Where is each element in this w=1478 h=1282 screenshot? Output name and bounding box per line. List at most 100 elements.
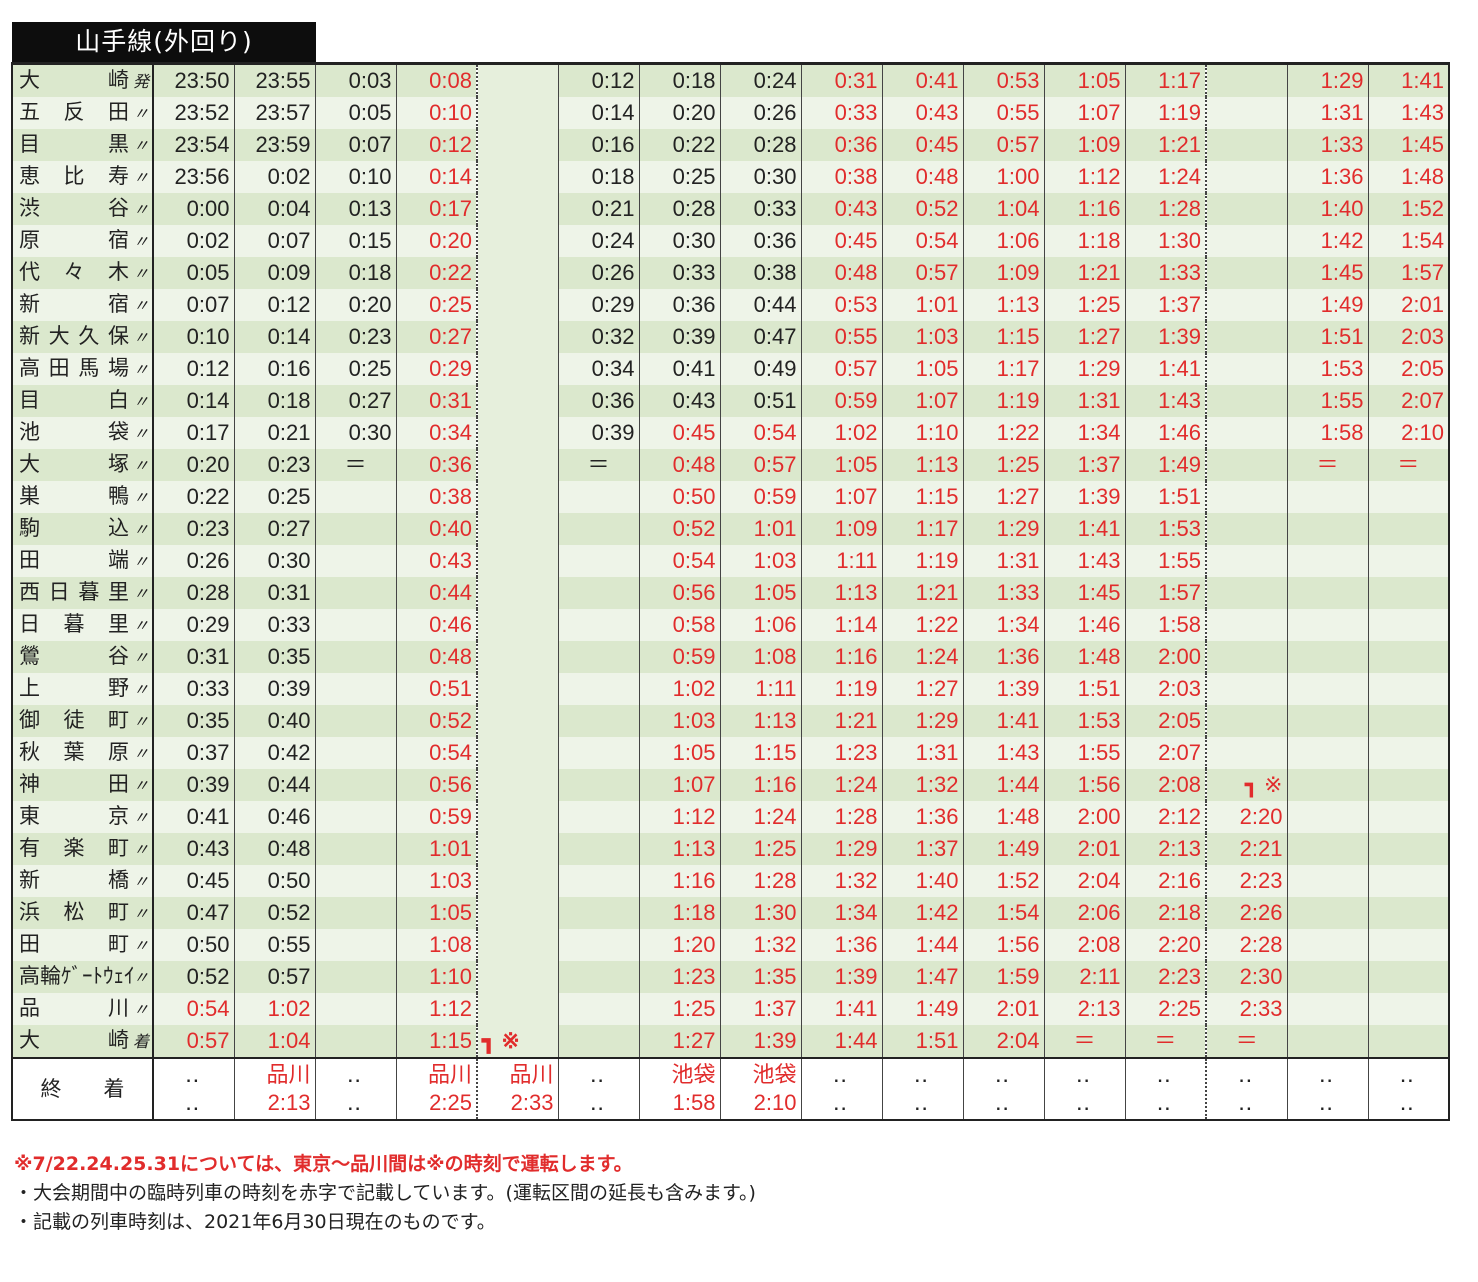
- time-cell: 1:57: [1368, 257, 1450, 289]
- station-mark: 〃: [132, 680, 149, 699]
- station-cell: 鶯 谷〃: [12, 641, 154, 673]
- time-cell: [1206, 737, 1288, 769]
- timetable-row: 品 川〃 0:54 1:02 1:12 1:25 1:37 1:41 1:49 2:01 2:13…: [12, 993, 1450, 1025]
- time-cell: 0:52: [234, 897, 316, 929]
- time-cell: [477, 129, 559, 161]
- station-name: 大 崎: [19, 1028, 129, 1052]
- station-mark: 〃: [132, 424, 149, 443]
- time-cell: 0:07: [234, 225, 316, 257]
- time-cell: 0:22: [639, 129, 721, 161]
- time-cell: [1287, 865, 1369, 897]
- time-cell: 0:40: [234, 705, 316, 737]
- time-cell: 1:01: [720, 513, 802, 545]
- time-cell: ＝: [1044, 1025, 1126, 1058]
- time-cell: 0:15: [315, 225, 397, 257]
- time-cell: 0:27: [396, 321, 478, 353]
- time-cell: [1368, 897, 1450, 929]
- station-name: 高輪ｹﾞｰﾄｳｪｲ: [19, 964, 135, 988]
- time-cell: 1:30: [720, 897, 802, 929]
- time-cell: 0:23: [153, 513, 235, 545]
- station-mark: 〃: [132, 328, 149, 347]
- time-cell: 1:21: [1044, 257, 1126, 289]
- time-cell: 1:18: [639, 897, 721, 929]
- station-name: 新大久保: [19, 324, 129, 348]
- station-mark: 発: [132, 72, 149, 91]
- time-cell: [315, 897, 397, 929]
- time-cell: 1:12: [639, 801, 721, 833]
- time-cell: 0:35: [234, 641, 316, 673]
- time-cell: 1:55: [1044, 737, 1126, 769]
- time-cell: 0:47: [720, 321, 802, 353]
- time-cell: [477, 737, 559, 769]
- station-mark: 〃: [132, 552, 149, 571]
- terminal-dots: ‥: [346, 1090, 365, 1115]
- time-cell: 0:29: [558, 289, 640, 321]
- time-cell: 1:45: [1287, 257, 1369, 289]
- timetable-row: 有楽町〃 0:43 0:48 1:01 1:13 1:25 1:29 1:37 1:49 2:01…: [12, 833, 1450, 865]
- timetable-row: 東 京〃 0:41 0:46 0:59 1:12 1:24 1:28 1:36 1:48 2:00…: [12, 801, 1450, 833]
- time-cell: 0:02: [234, 161, 316, 193]
- time-cell: 2:28: [1206, 929, 1288, 961]
- time-cell: 0:33: [639, 257, 721, 289]
- time-cell: 0:54: [153, 993, 235, 1025]
- time-cell: 0:16: [558, 129, 640, 161]
- time-cell: 2:30: [1206, 961, 1288, 993]
- station-mark: 〃: [132, 744, 149, 763]
- time-cell: 1:05: [801, 449, 883, 481]
- time-cell: [477, 577, 559, 609]
- time-cell: 1:34: [963, 609, 1045, 641]
- timetable-row: 西日暮里〃 0:28 0:31 0:44 0:56 1:05 1:13 1:21 1:33 1:4…: [12, 577, 1450, 609]
- time-cell: 1:02: [639, 673, 721, 705]
- terminal-cell: 品川 2:33: [477, 1057, 559, 1120]
- time-cell: 2:00: [1044, 801, 1126, 833]
- time-cell: 1:41: [1125, 353, 1207, 385]
- time-cell: 0:28: [639, 193, 721, 225]
- terminal-station: 品川: [509, 1062, 554, 1087]
- timetable-row: 五反田〃 23:52 23:57 0:05 0:10 0:14 0:20 0:26 0:33 0:…: [12, 97, 1450, 129]
- terminal-time: 2:25: [429, 1090, 472, 1115]
- time-cell: [558, 1025, 640, 1058]
- time-cell: 1:12: [1044, 161, 1126, 193]
- timetable: 大 崎発 23:50 23:55 0:03 0:08 0:12 0:18 0:24 0:31 0:…: [11, 62, 1450, 1121]
- time-cell: 1:48: [1368, 161, 1450, 193]
- time-cell: [477, 993, 559, 1025]
- time-cell: 1:21: [1125, 129, 1207, 161]
- time-cell: 1:37: [720, 993, 802, 1025]
- time-cell: 23:57: [234, 97, 316, 129]
- time-cell: [558, 993, 640, 1025]
- time-cell: 1:25: [1044, 289, 1126, 321]
- time-cell: [558, 737, 640, 769]
- station-mark: 〃: [132, 584, 149, 603]
- timetable-row: 目 白〃 0:14 0:18 0:27 0:31 0:36 0:43 0:51 0:59 1:07…: [12, 385, 1450, 417]
- time-cell: 1:32: [720, 929, 802, 961]
- time-cell: [1206, 161, 1288, 193]
- time-cell: 0:43: [153, 833, 235, 865]
- terminal-cell: ‥ ‥: [1287, 1057, 1369, 1120]
- timetable-row: 上 野〃 0:33 0:39 0:51 1:02 1:11 1:19 1:27 1:39 1:51…: [12, 673, 1450, 705]
- time-cell: 1:43: [1125, 385, 1207, 417]
- time-cell: 0:24: [558, 225, 640, 257]
- station-name: 鶯 谷: [19, 644, 129, 668]
- time-cell: 0:48: [882, 161, 964, 193]
- timetable-row: 大 崎着 0:57 1:04 1:15 ┓ ※ 1:27 1:39 1:44 1:51 2:04 ＝…: [12, 1025, 1450, 1058]
- time-cell: 0:43: [639, 385, 721, 417]
- time-cell: 0:38: [396, 481, 478, 513]
- time-cell: 1:18: [1044, 225, 1126, 257]
- time-cell: [1368, 993, 1450, 1025]
- time-cell: [1206, 577, 1288, 609]
- time-cell: 0:38: [720, 257, 802, 289]
- time-cell: [1287, 673, 1369, 705]
- station-name: 代々木: [19, 260, 129, 284]
- time-cell: 0:20: [153, 449, 235, 481]
- time-cell: [477, 897, 559, 929]
- terminal-cell: ‥ ‥: [1368, 1057, 1450, 1120]
- time-cell: ＝: [1206, 1025, 1288, 1058]
- time-cell: 23:54: [153, 129, 235, 161]
- timetable-row: 浜松町〃 0:47 0:52 1:05 1:18 1:30 1:34 1:42 1:54 2:06…: [12, 897, 1450, 929]
- time-cell: 2:04: [1044, 865, 1126, 897]
- time-cell: 1:13: [963, 289, 1045, 321]
- station-mark: 着: [132, 1032, 149, 1051]
- time-cell: [315, 1025, 397, 1058]
- time-cell: [1368, 545, 1450, 577]
- time-cell: 0:31: [234, 577, 316, 609]
